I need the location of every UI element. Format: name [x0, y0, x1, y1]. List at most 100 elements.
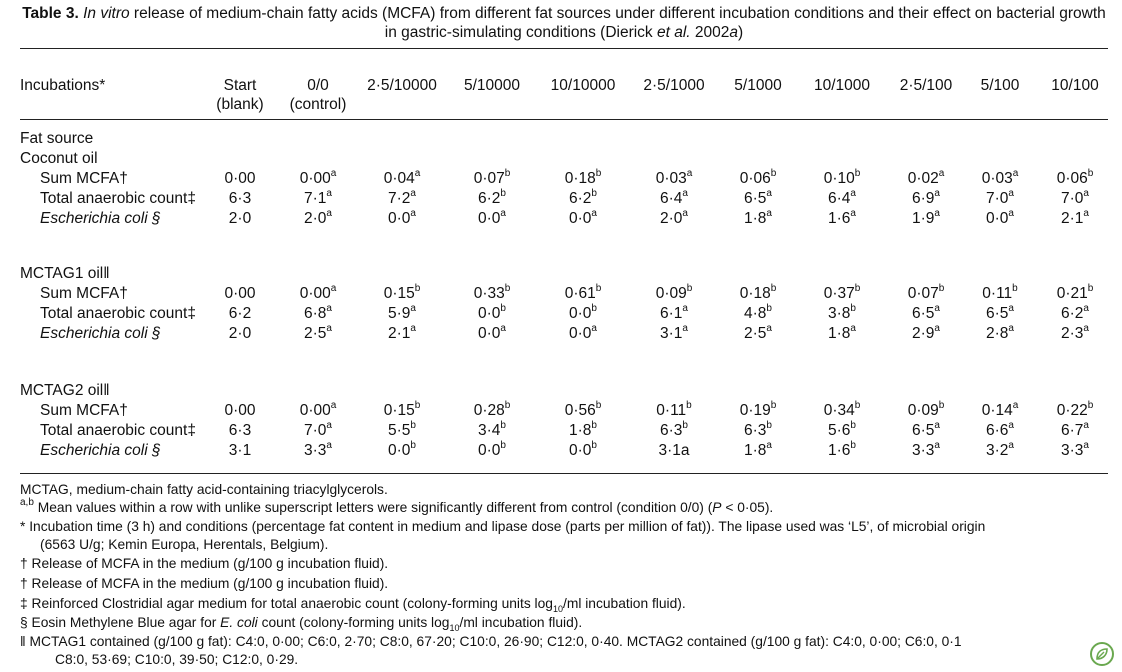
- table-cell: 0·06b: [1035, 168, 1115, 189]
- row-label: Total anaerobic count‡: [40, 422, 196, 439]
- cell-superscript: a: [1012, 399, 1019, 411]
- cell-value: 0·28: [473, 402, 505, 419]
- cell-value: 6·5: [744, 190, 767, 207]
- table-cell: 3·1a: [634, 441, 714, 461]
- cell-superscript: a: [326, 207, 332, 219]
- caption-text-1: release of medium-chain fatty acids (MCF…: [129, 5, 1106, 41]
- table-cell: 7·1a: [278, 188, 358, 209]
- cell-superscript: b: [591, 439, 597, 451]
- cell-value: 0·04: [383, 170, 415, 187]
- cell-value: 2·0: [228, 210, 252, 227]
- cell-value: 3·3: [304, 442, 327, 459]
- table-cell: 0·0b: [452, 440, 532, 461]
- table-cell: 0·09b: [886, 400, 966, 421]
- cell-value: 1·6: [828, 442, 851, 459]
- table-cell: 0·18b: [718, 283, 798, 304]
- table-cell: 0·56b: [543, 399, 623, 421]
- cell-superscript: a: [1012, 167, 1019, 179]
- header-rule: [20, 119, 1108, 120]
- leaf-icon[interactable]: [1090, 642, 1114, 666]
- row-label: Total anaerobic count‡: [40, 190, 196, 207]
- cell-superscript: b: [504, 167, 511, 179]
- cell-value: 5·9: [388, 305, 411, 322]
- table-cell: 6·2b: [452, 188, 532, 209]
- table-row: Escherichia coli § 2·0 2·0a 0·0a 0·0a 0·0a 2·0…: [0, 207, 1122, 229]
- column-header-line1: 5/10000: [463, 77, 521, 94]
- cell-superscript: a: [934, 419, 940, 431]
- table-cell: 2·0a: [278, 207, 358, 229]
- cell-superscript: b: [854, 167, 861, 179]
- table-cell: 3·3a: [886, 440, 966, 461]
- cell-superscript: b: [682, 419, 688, 431]
- column-header: 2·5/1000: [624, 76, 724, 95]
- cell-value: 6·2: [1061, 305, 1084, 322]
- table-cell: 0·00a: [278, 167, 358, 189]
- footnote-ab-text: Mean values within a row with unlike sup…: [33, 500, 713, 515]
- cell-superscript: b: [770, 167, 777, 179]
- cell-value: 7·1: [304, 190, 327, 207]
- cell-value: 6·7: [1061, 422, 1084, 439]
- cell-superscript: b: [500, 302, 506, 314]
- cell-value: 6·2: [569, 190, 592, 207]
- cell-value: 0·03: [981, 170, 1013, 187]
- table-cell: 0·0a: [362, 208, 442, 229]
- table-cell: 0·15b: [362, 400, 442, 421]
- cell-superscript: a: [682, 187, 688, 199]
- cell-value: 3·4: [478, 422, 501, 439]
- cell-value: 0·0: [478, 442, 501, 459]
- cell-value: 6·9: [912, 190, 935, 207]
- cell-value: 4·8: [744, 305, 767, 322]
- table-cell: 0·03a: [634, 168, 714, 189]
- table-cell: 7·2a: [362, 188, 442, 209]
- cell-superscript: a: [326, 439, 332, 451]
- table-row: Sum MCFA† 0·00 0·00a 0·04a 0·07b 0·18b 0·03a 0·…: [0, 167, 1122, 189]
- table-cell: 0·21b: [1035, 282, 1115, 304]
- cell-superscript: a: [1008, 302, 1014, 314]
- column-header-line2: (blank): [216, 96, 264, 113]
- cell-superscript: b: [1087, 282, 1094, 294]
- table-cell: 0·28b: [452, 399, 532, 421]
- cell-superscript: a: [330, 282, 337, 294]
- row-label: Total anaerobic count‡: [40, 305, 196, 322]
- table-cell: 0·0a: [452, 208, 532, 229]
- row-label: Escherichia coli §: [40, 210, 161, 227]
- cell-superscript: b: [938, 282, 945, 294]
- table-row: Escherichia coli § 2·0 2·5a 2·1a 0·0a 0·0a 3·1…: [0, 323, 1122, 344]
- cell-superscript: a: [934, 187, 940, 199]
- table-cell: 6·5a: [886, 419, 966, 441]
- caption-suffix: a: [729, 24, 739, 41]
- top-rule: [20, 48, 1108, 49]
- cell-superscript: b: [504, 399, 511, 411]
- fat-source-heading-label: Fat source: [20, 130, 94, 147]
- column-header: 10/10000: [533, 76, 633, 95]
- cell-value: 0·0: [388, 210, 411, 227]
- cell-superscript: b: [410, 419, 416, 431]
- cell-value: 1·9: [912, 210, 935, 227]
- cell-value: 3·8: [828, 305, 851, 322]
- column-header-line1: 5/100: [980, 77, 1020, 94]
- cell-superscript: a: [326, 302, 332, 314]
- cell-value: 0·21: [1056, 285, 1088, 302]
- cell-superscript: a: [1083, 207, 1089, 219]
- table-cell: 2·0: [200, 324, 280, 344]
- table-cell: 0·10b: [802, 167, 882, 189]
- table-cell: 0·15b: [362, 283, 442, 304]
- cell-value: 0·09: [907, 402, 939, 419]
- table-cell: 2·3a: [1035, 323, 1115, 344]
- cell-superscript: b: [770, 399, 777, 411]
- cell-value: 7·0: [986, 190, 1009, 207]
- cell-value: 2·0: [304, 210, 327, 227]
- cell-superscript: a: [591, 207, 597, 219]
- group-heading: MCTAG1 oil‖: [0, 264, 1122, 284]
- cell-value: 2·1: [388, 325, 411, 342]
- cell-value: 7·2: [388, 190, 411, 207]
- cell-superscript: a: [330, 167, 337, 179]
- cell-value: 3·2: [986, 442, 1009, 459]
- table-cell: 7·0a: [960, 188, 1040, 209]
- cell-superscript: a: [1008, 439, 1014, 451]
- footnote-composition: ‖ MCTAG1 contained (g/100 g fat): C4:0, …: [20, 634, 962, 649]
- table-cell: 6·4a: [634, 187, 714, 209]
- column-header-line1: 2·5/1000: [643, 77, 705, 94]
- cell-superscript: b: [595, 399, 602, 411]
- cell-value: 0·00: [224, 170, 256, 187]
